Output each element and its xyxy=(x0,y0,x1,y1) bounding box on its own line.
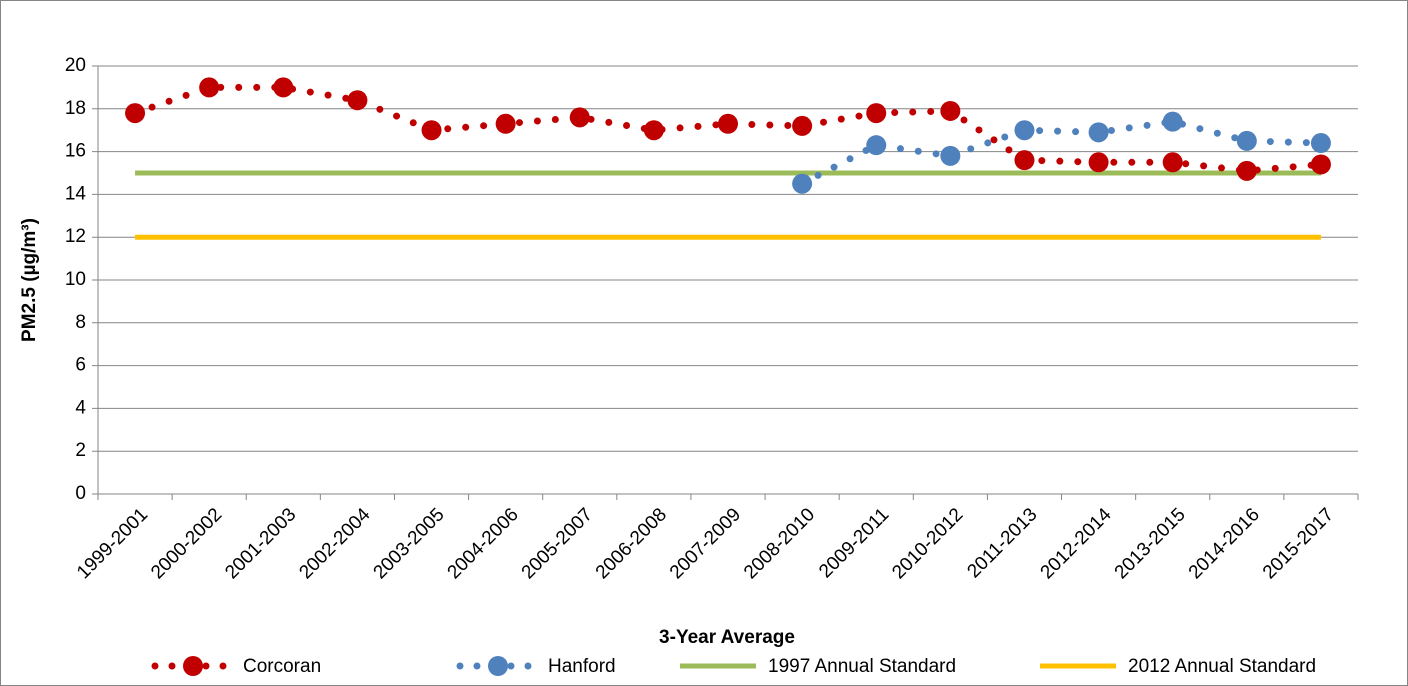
legend-label: Hanford xyxy=(548,656,616,677)
marker xyxy=(1310,133,1331,154)
marker xyxy=(273,77,294,98)
marker xyxy=(569,107,590,128)
marker xyxy=(1162,111,1183,132)
marker xyxy=(866,135,887,156)
marker xyxy=(940,100,961,121)
marker xyxy=(792,173,813,194)
legend-label: 1997 Annual Standard xyxy=(768,656,956,677)
legend-marker xyxy=(488,656,508,676)
marker xyxy=(792,115,813,136)
marker xyxy=(866,103,887,124)
marker xyxy=(199,77,220,98)
marker xyxy=(347,90,368,111)
y-tick-label: 12 xyxy=(65,226,86,247)
y-tick-label: 18 xyxy=(65,98,86,119)
marker xyxy=(1088,152,1109,173)
y-tick-label: 16 xyxy=(65,141,86,162)
marker xyxy=(643,120,664,141)
marker xyxy=(125,103,146,124)
y-tick-label: 14 xyxy=(65,183,87,204)
y-tick-label: 4 xyxy=(75,397,86,418)
marker xyxy=(421,120,442,141)
legend-label: 2012 Annual Standard xyxy=(1128,656,1316,677)
marker xyxy=(495,113,516,134)
y-tick-label: 6 xyxy=(75,355,86,376)
marker xyxy=(1088,122,1109,143)
legend-marker xyxy=(183,656,203,676)
y-tick-label: 0 xyxy=(75,483,86,504)
marker xyxy=(940,145,961,166)
y-tick-label: 10 xyxy=(65,269,86,290)
series-line xyxy=(798,118,1325,188)
marker xyxy=(1014,150,1035,171)
marker xyxy=(1162,152,1183,173)
y-tick-label: 2 xyxy=(75,440,86,461)
legend-label: Corcoran xyxy=(243,656,321,677)
marker xyxy=(1014,120,1035,141)
y-axis-title: PM2.5 (µg/m³) xyxy=(19,218,40,342)
y-tick-label: 8 xyxy=(75,312,86,333)
marker xyxy=(1236,160,1257,181)
x-axis-title: 3-Year Average xyxy=(659,627,795,648)
y-tick-label: 20 xyxy=(65,55,86,76)
marker xyxy=(718,113,738,134)
marker xyxy=(1236,130,1257,151)
marker xyxy=(1310,154,1331,175)
